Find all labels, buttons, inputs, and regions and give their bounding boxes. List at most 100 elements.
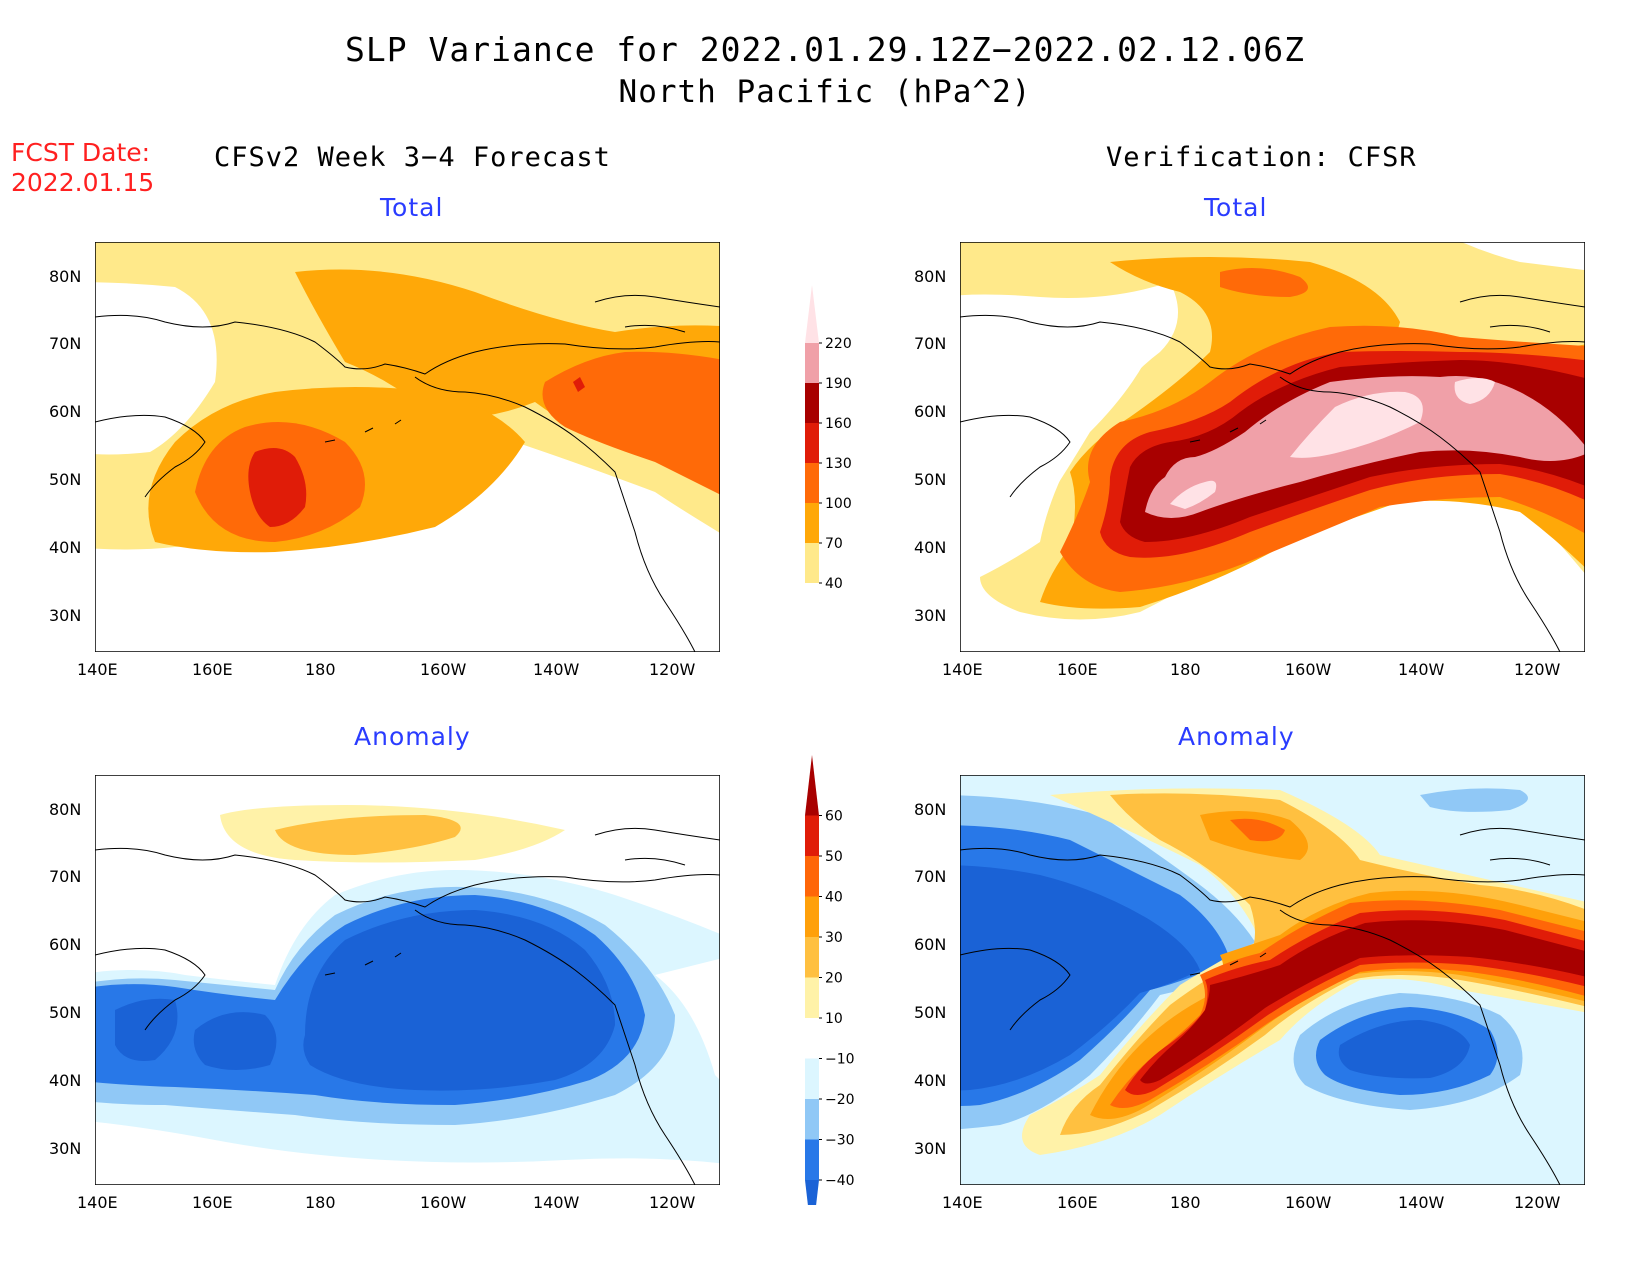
- lon-tick-label: 160W: [420, 660, 467, 679]
- lon-tick-label: 140E: [77, 1193, 118, 1212]
- main-title: SLP Variance for 2022.01.29.12Z−2022.02.…: [345, 30, 1305, 69]
- anomaly-colorbar: −40 −30 −20 −10 10 20 30 40 50 60: [805, 755, 855, 1205]
- contour-220: [1454, 378, 1495, 404]
- coastline: [95, 314, 720, 375]
- colorbar-segment: [805, 1099, 819, 1140]
- contour--40: [115, 998, 178, 1061]
- colorbar-segment: [805, 503, 819, 543]
- colorbar-segment: [805, 1180, 819, 1205]
- lon-tick-label: 160E: [1057, 1193, 1098, 1212]
- colorbar-segment: [805, 937, 819, 978]
- lon-tick-label: 160W: [1285, 660, 1332, 679]
- lat-tick-label: 50N: [914, 470, 947, 489]
- contour-190: [1145, 376, 1585, 518]
- verification-anomaly-map: [960, 775, 1585, 1185]
- lon-tick-label: 160E: [192, 1193, 233, 1212]
- lon-tick-label: 160E: [1057, 660, 1098, 679]
- colorbar-label: 220: [825, 336, 852, 352]
- lat-tick-label: 80N: [914, 800, 947, 819]
- lat-tick-label: 40N: [49, 1071, 82, 1090]
- lon-tick-label: 160W: [420, 1193, 467, 1212]
- lat-tick-label: 50N: [49, 470, 82, 489]
- colorbar-label: 160: [825, 416, 852, 432]
- colorbar-label: −10: [825, 1052, 855, 1068]
- contour--40: [1338, 1020, 1470, 1079]
- coastline: [624, 324, 686, 333]
- lat-tick-label: 70N: [49, 334, 82, 353]
- fcst-date: 2022.01.15: [11, 168, 155, 197]
- contour-60: [1140, 920, 1585, 1084]
- colorbar-segment: [805, 343, 819, 383]
- lat-tick-label: 60N: [914, 935, 947, 954]
- lat-tick-label: 30N: [49, 606, 82, 625]
- colorbar-segment: [805, 583, 819, 615]
- lat-tick-label: 70N: [914, 334, 947, 353]
- colorbar-label: 30: [825, 930, 843, 946]
- lat-tick-label: 40N: [49, 538, 82, 557]
- coastline: [1459, 294, 1585, 308]
- lon-tick-label: 140E: [942, 1193, 983, 1212]
- lat-tick-label: 60N: [49, 402, 82, 421]
- coastline: [324, 952, 402, 976]
- verification-column-title: Verification: CFSR: [1106, 142, 1417, 173]
- colorbar-label: 130: [825, 456, 852, 472]
- colorbar-segment: [805, 383, 819, 423]
- colorbar-segment: [805, 543, 819, 583]
- contour-130: [573, 377, 585, 392]
- colorbar-segment: [805, 423, 819, 463]
- coastline: [960, 414, 1071, 498]
- lon-tick-label: 140W: [1398, 1193, 1445, 1212]
- lat-tick-label: 40N: [914, 538, 947, 557]
- lon-tick-label: 160E: [192, 660, 233, 679]
- lat-tick-label: 80N: [49, 267, 82, 286]
- lon-tick-label: 140E: [942, 660, 983, 679]
- coastline: [95, 947, 206, 1031]
- colorbar-segment: [805, 1139, 819, 1180]
- lat-tick-label: 70N: [49, 867, 82, 886]
- colorbar-label: 40: [825, 890, 843, 906]
- colorbar-label: 20: [825, 971, 843, 987]
- verification-total-title: Total: [1204, 193, 1268, 222]
- contour-20: [275, 815, 461, 855]
- verification-anomaly-title: Anomaly: [1178, 722, 1295, 751]
- colorbar-segment: [805, 856, 819, 897]
- lon-tick-label: 160W: [1285, 1193, 1332, 1212]
- contour-40: [1230, 818, 1285, 842]
- lon-tick-label: 140W: [1398, 660, 1445, 679]
- contour--40: [303, 910, 615, 1091]
- lon-tick-label: 120W: [649, 660, 696, 679]
- no-fill-area: [588, 502, 720, 652]
- no-fill-area: [960, 302, 1150, 577]
- coastline: [960, 314, 1585, 375]
- colorbar-label: 70: [825, 536, 843, 552]
- lon-tick-label: 120W: [649, 1193, 696, 1212]
- forecast-column-title: CFSv2 Week 3−4 Forecast: [214, 142, 611, 173]
- colorbar-segment: [805, 463, 819, 503]
- colorbar-segment: [805, 977, 819, 1018]
- lat-tick-label: 30N: [49, 1139, 82, 1158]
- colorbar-label: −40: [825, 1173, 855, 1189]
- lat-tick-label: 60N: [914, 402, 947, 421]
- lat-tick-label: 50N: [49, 1003, 82, 1022]
- coastline: [414, 909, 696, 1185]
- colorbar-label: 190: [825, 376, 852, 392]
- lon-tick-label: 140W: [533, 660, 580, 679]
- colorbar-segment: [805, 755, 819, 816]
- coastline: [1279, 376, 1561, 652]
- lat-tick-label: 30N: [914, 606, 947, 625]
- colorbar-label: −30: [825, 1133, 855, 1149]
- colorbar-segment: [805, 1018, 819, 1059]
- contour-100: [542, 351, 720, 495]
- total-colorbar: 40 70 100 130 160 190 220: [805, 285, 852, 615]
- colorbar-label: 50: [825, 849, 843, 865]
- coastline: [1279, 909, 1561, 1185]
- lon-tick-label: 180: [305, 660, 336, 679]
- coastline: [1489, 857, 1551, 866]
- lon-tick-label: 140E: [77, 660, 118, 679]
- lat-tick-label: 50N: [914, 1003, 947, 1022]
- lat-tick-label: 30N: [914, 1139, 947, 1158]
- colorbar-segment: [805, 1058, 819, 1099]
- lon-tick-label: 180: [305, 1193, 336, 1212]
- coastline: [1189, 952, 1267, 976]
- contour-130: [248, 448, 307, 527]
